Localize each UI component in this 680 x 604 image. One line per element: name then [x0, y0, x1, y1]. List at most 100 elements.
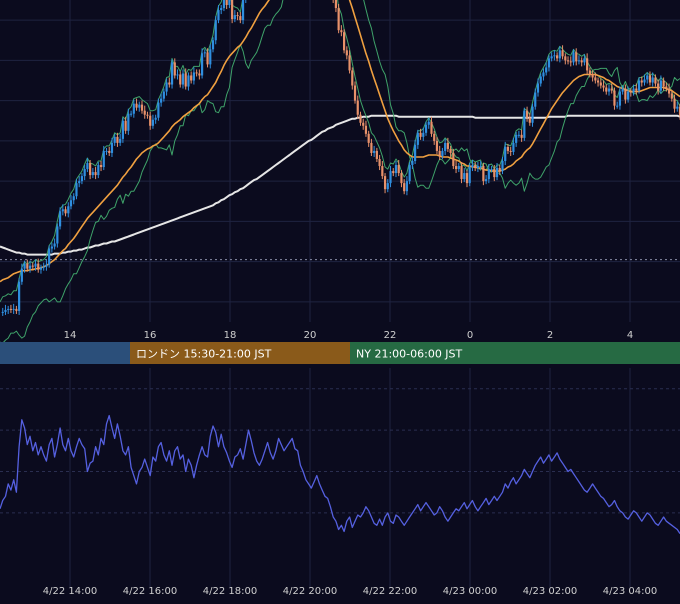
- candle-body: [381, 166, 384, 177]
- candle-body: [583, 58, 586, 63]
- candle-body: [422, 132, 425, 137]
- candle-body: [42, 266, 45, 268]
- candle-body: [558, 50, 561, 59]
- session-band: [0, 342, 130, 364]
- ma-short-line: [0, 0, 680, 283]
- candle-body: [495, 168, 499, 178]
- candle-body: [124, 120, 127, 131]
- candle-body: [168, 82, 171, 85]
- candle-body: [195, 72, 198, 74]
- candle-body: [400, 173, 403, 184]
- candle-body: [190, 75, 193, 81]
- candle-body: [353, 85, 357, 101]
- candle-body: [536, 83, 540, 93]
- candle-body: [28, 265, 32, 269]
- candle-body: [69, 200, 73, 207]
- candle-body: [670, 93, 673, 99]
- candle-body: [580, 60, 583, 63]
- candle-body: [525, 110, 529, 118]
- candle-body: [342, 32, 346, 51]
- candle-body: [471, 165, 474, 168]
- candle-body: [375, 150, 378, 159]
- candle-body: [99, 165, 103, 168]
- candle-body: [665, 86, 668, 89]
- candle-body: [31, 265, 34, 267]
- candle-body: [58, 211, 62, 227]
- candle-body: [430, 121, 433, 134]
- candle-body: [416, 132, 419, 145]
- grid: [0, 0, 680, 587]
- oscillator-panel[interactable]: [0, 414, 680, 534]
- price-panel[interactable]: [0, 0, 680, 344]
- oscillator-xtick-label: 4/23 00:00: [443, 586, 497, 597]
- price-xtick-label: 18: [224, 330, 237, 341]
- candle-body: [179, 74, 182, 85]
- candle-body: [364, 125, 368, 134]
- candle-body: [146, 114, 149, 116]
- candle-body: [53, 243, 56, 247]
- candle-body: [616, 105, 619, 107]
- candle-body: [160, 98, 163, 103]
- candle-body: [651, 77, 654, 83]
- candle-body: [438, 150, 441, 156]
- candle-body: [173, 62, 176, 76]
- candle-body: [383, 176, 387, 190]
- candle-body: [389, 171, 392, 184]
- price-xtick-label: 16: [144, 330, 157, 341]
- price-xtick-label: 4: [627, 330, 633, 341]
- candle-body: [154, 117, 157, 120]
- candle-body: [211, 40, 215, 50]
- candle-body: [165, 82, 168, 92]
- bollinger-lower-line: [0, 0, 680, 344]
- candle-body: [340, 30, 343, 33]
- candle-body: [151, 119, 155, 126]
- candle-body: [482, 166, 485, 182]
- candle-body: [228, 0, 231, 6]
- candle-body: [97, 165, 100, 176]
- candle-body: [520, 134, 523, 138]
- candle-body: [129, 113, 133, 115]
- candle-body: [362, 122, 365, 126]
- ma-long-line: [0, 114, 680, 256]
- candles[interactable]: [1, 0, 680, 316]
- candle-body: [468, 167, 471, 184]
- candle-body: [108, 150, 111, 153]
- oscillator-xtick-label: 4/22 14:00: [43, 586, 97, 597]
- candle-body: [659, 80, 662, 91]
- session-bar: ロンドン 15:30-21:00 JST NY 21:00-06:00 JST: [0, 342, 680, 364]
- candle-body: [479, 166, 482, 168]
- candle-body: [667, 88, 671, 94]
- candle-body: [356, 100, 359, 115]
- candle-body: [449, 148, 452, 153]
- candle-body: [1, 311, 4, 313]
- candle-body: [217, 10, 220, 21]
- candle-body: [648, 75, 652, 83]
- candle-body: [113, 136, 116, 143]
- candle-body: [460, 166, 463, 180]
- candle-body: [37, 263, 40, 270]
- candle-body: [621, 88, 624, 92]
- candle-body: [441, 150, 444, 156]
- candle-body: [64, 209, 67, 214]
- candle-body: [594, 77, 597, 81]
- candle-body: [632, 88, 635, 93]
- price-xtick-label: 2: [547, 330, 553, 341]
- candle-body: [607, 88, 611, 92]
- candle-body: [149, 115, 152, 126]
- candle-body: [162, 91, 165, 99]
- candle-body: [678, 106, 680, 116]
- candle-body: [545, 67, 548, 73]
- candle-body: [534, 92, 537, 107]
- candle-body: [566, 60, 570, 62]
- candle-body: [12, 308, 15, 310]
- candle-body: [435, 140, 439, 151]
- candle-body: [370, 142, 373, 153]
- candle-body: [618, 91, 622, 106]
- candle-body: [45, 264, 48, 267]
- candle-body: [181, 73, 185, 85]
- candle-body: [457, 166, 460, 170]
- candle-body: [452, 152, 455, 167]
- candle-body: [72, 196, 75, 201]
